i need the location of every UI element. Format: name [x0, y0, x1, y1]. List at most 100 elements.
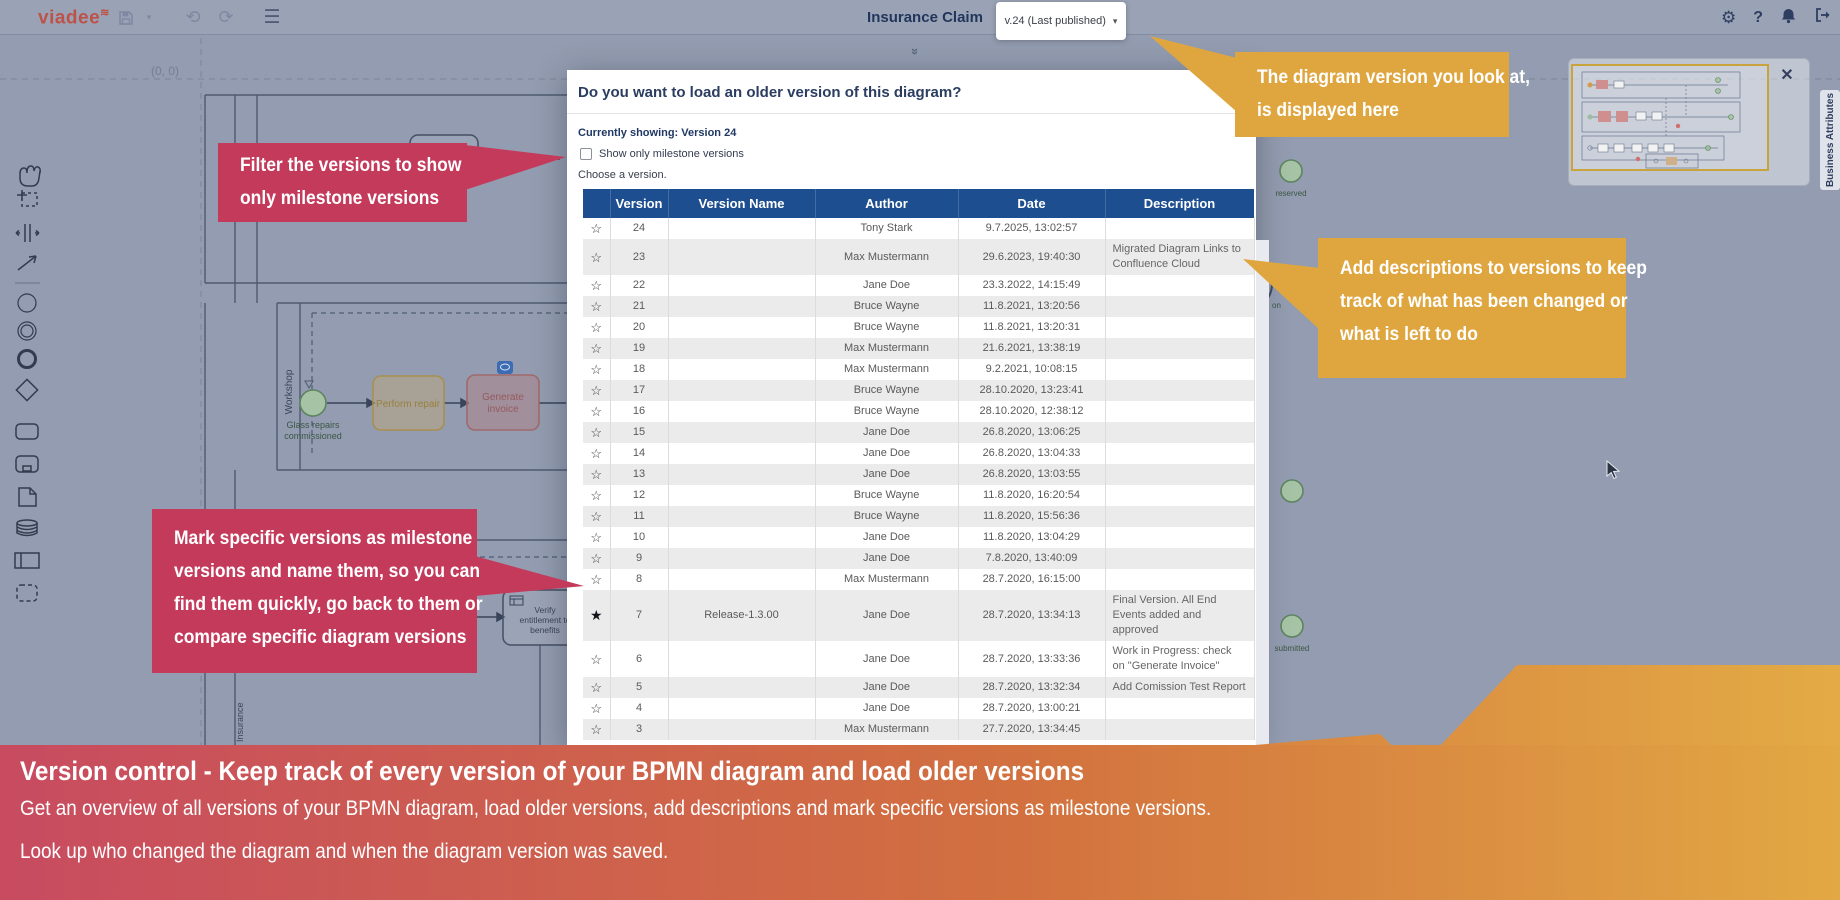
- milestone-star-icon[interactable]: ☆: [583, 359, 611, 380]
- gateway-tool-icon[interactable]: [15, 378, 39, 402]
- cell-version-name: [668, 338, 816, 359]
- minimap-preview: [1571, 64, 1769, 171]
- milestone-star-icon[interactable]: ☆: [583, 569, 611, 590]
- table-row[interactable]: ☆ 13 Jane Doe 26.8.2020, 13:03:55: [583, 464, 1255, 485]
- table-row[interactable]: ☆ 22 Jane Doe 23.3.2022, 14:15:49: [583, 275, 1255, 296]
- task-tool-icon[interactable]: [15, 423, 39, 440]
- undo-button[interactable]: ⟲: [185, 7, 201, 27]
- milestone-star-icon[interactable]: ☆: [583, 548, 611, 569]
- table-row[interactable]: ☆ 3 Max Mustermann 27.7.2020, 13:34:45: [583, 719, 1255, 740]
- save-button[interactable]: [113, 0, 139, 35]
- cell-description: [1105, 698, 1255, 719]
- table-row[interactable]: ☆ 12 Bruce Wayne 11.8.2020, 16:20:54: [583, 485, 1255, 506]
- table-row[interactable]: ☆ 15 Jane Doe 26.8.2020, 13:06:25: [583, 422, 1255, 443]
- table-row[interactable]: ☆ 8 Max Mustermann 28.7.2020, 16:15:00: [583, 569, 1255, 590]
- milestone-filter-checkbox[interactable]: [580, 148, 592, 160]
- save-caret-icon[interactable]: ▾: [146, 12, 152, 22]
- milestone-star-icon[interactable]: ☆: [583, 527, 611, 548]
- table-row[interactable]: ☆ 16 Bruce Wayne 28.10.2020, 12:38:12: [583, 401, 1255, 422]
- milestone-star-icon[interactable]: ☆: [583, 464, 611, 485]
- participant-tool-icon[interactable]: [14, 552, 40, 569]
- versions-table: Version Version Name Author Date Descrip…: [583, 189, 1255, 740]
- milestone-star-icon[interactable]: ☆: [583, 698, 611, 719]
- notifications-icon[interactable]: [1780, 7, 1797, 29]
- redo-button[interactable]: ⟳: [218, 7, 234, 27]
- milestone-star-icon[interactable]: ☆: [583, 296, 611, 317]
- cell-version: 12: [610, 485, 669, 506]
- viadee-logo-mark: ≋: [100, 7, 109, 19]
- table-row[interactable]: ☆ 11 Bruce Wayne 11.8.2020, 15:56:36: [583, 506, 1255, 527]
- cell-description: [1105, 485, 1255, 506]
- milestone-star-icon[interactable]: ☆: [583, 719, 611, 740]
- banner-line-1: Get an overview of all versions of your …: [20, 797, 1212, 820]
- data-store-tool-icon[interactable]: [16, 519, 38, 537]
- milestone-star-icon[interactable]: ☆: [583, 338, 611, 359]
- hand-tool-icon[interactable]: [19, 165, 41, 187]
- milestone-star-icon[interactable]: ☆: [583, 641, 611, 677]
- top-toolbar: viadee≋ ▾ ⟲ ⟳ ☰ Insurance Claim ⚙ ?: [0, 0, 1840, 35]
- milestone-star-icon[interactable]: ☆: [583, 401, 611, 422]
- start-event-tool-icon[interactable]: [17, 293, 37, 313]
- table-row[interactable]: ☆ 9 Jane Doe 7.8.2020, 13:40:09: [583, 548, 1255, 569]
- menu-button[interactable]: ☰: [263, 7, 281, 28]
- table-row[interactable]: ☆ 5 Jane Doe 28.7.2020, 13:32:34 Add Com…: [583, 677, 1255, 698]
- collapse-chevron-icon[interactable]: »: [908, 47, 924, 56]
- cell-date: 28.10.2020, 12:38:12: [958, 401, 1106, 422]
- cell-version-name: [668, 443, 816, 464]
- table-row[interactable]: ☆ 17 Bruce Wayne 28.10.2020, 13:23:41: [583, 380, 1255, 401]
- cell-version-name: [668, 359, 816, 380]
- milestone-star-icon[interactable]: ☆: [583, 275, 611, 296]
- group-tool-icon[interactable]: [16, 584, 38, 602]
- cell-author: Jane Doe: [815, 527, 959, 548]
- milestone-star-icon[interactable]: ☆: [583, 218, 611, 239]
- table-row[interactable]: ☆ 21 Bruce Wayne 11.8.2021, 13:20:56: [583, 296, 1255, 317]
- table-row[interactable]: ★ 7 Release-1.3.00 Jane Doe 28.7.2020, 1…: [583, 590, 1255, 641]
- milestone-star-icon[interactable]: ★: [583, 590, 611, 641]
- table-row[interactable]: ☆ 23 Max Mustermann 29.6.2023, 19:40:30 …: [583, 239, 1255, 275]
- table-row[interactable]: ☆ 18 Max Mustermann 9.2.2021, 10:08:15: [583, 359, 1255, 380]
- close-icon[interactable]: ✕: [1780, 67, 1794, 84]
- dialog-scrollbar[interactable]: [1256, 240, 1269, 745]
- milestone-star-icon[interactable]: ☆: [583, 485, 611, 506]
- subprocess-tool-icon[interactable]: [15, 455, 39, 473]
- space-tool-icon[interactable]: [15, 224, 40, 242]
- end-event-tool-icon[interactable]: [17, 349, 37, 369]
- bpmn-palette[interactable]: [0, 40, 55, 620]
- task-generate-invoice: Generate invoice: [466, 361, 540, 431]
- settings-icon[interactable]: ⚙: [1720, 8, 1737, 27]
- table-row[interactable]: ☆ 4 Jane Doe 28.7.2020, 13:00:21: [583, 698, 1255, 719]
- table-row[interactable]: ☆ 6 Jane Doe 28.7.2020, 13:33:36 Work in…: [583, 641, 1255, 677]
- version-selector[interactable]: v.24 (Last published) ▾: [996, 2, 1126, 40]
- table-row[interactable]: ☆ 20 Bruce Wayne 11.8.2021, 13:20:31: [583, 317, 1255, 338]
- business-attributes-tab[interactable]: Business Attributes: [1820, 90, 1840, 190]
- milestone-star-icon[interactable]: ☆: [583, 380, 611, 401]
- table-row[interactable]: ☆ 19 Max Mustermann 21.6.2021, 13:38:19: [583, 338, 1255, 359]
- milestone-star-icon[interactable]: ☆: [583, 422, 611, 443]
- milestone-star-icon[interactable]: ☆: [583, 239, 611, 275]
- cell-description: [1105, 338, 1255, 359]
- help-icon[interactable]: ?: [1753, 8, 1763, 26]
- cell-date: 28.7.2020, 13:33:36: [958, 641, 1106, 677]
- cell-version-name: [668, 719, 816, 740]
- svg-text:reserved: reserved: [1275, 189, 1306, 198]
- milestone-star-icon[interactable]: ☆: [583, 506, 611, 527]
- cell-author: Max Mustermann: [815, 239, 959, 275]
- connect-tool-icon[interactable]: [17, 255, 37, 271]
- logout-icon[interactable]: [1814, 7, 1832, 28]
- cell-author: Bruce Wayne: [815, 317, 959, 338]
- milestone-star-icon[interactable]: ☆: [583, 443, 611, 464]
- table-row[interactable]: ☆ 10 Jane Doe 11.8.2020, 13:04:29: [583, 527, 1255, 548]
- data-object-tool-icon[interactable]: [18, 487, 37, 507]
- milestone-star-icon[interactable]: ☆: [583, 317, 611, 338]
- cell-version-name: [668, 641, 816, 677]
- intermediate-event-tool-icon[interactable]: [17, 321, 37, 341]
- milestone-star-icon[interactable]: ☆: [583, 677, 611, 698]
- table-header-row: Version Version Name Author Date Descrip…: [583, 189, 1255, 218]
- cell-date: 26.8.2020, 13:06:25: [958, 422, 1106, 443]
- cell-version: 9: [610, 548, 669, 569]
- cell-author: Bruce Wayne: [815, 485, 959, 506]
- table-row[interactable]: ☆ 14 Jane Doe 26.8.2020, 13:04:33: [583, 443, 1255, 464]
- table-row[interactable]: ☆ 24 Tony Stark 9.7.2025, 13:02:57: [583, 218, 1255, 239]
- date-column-header: Date: [958, 189, 1106, 218]
- star-column-header: [583, 189, 611, 218]
